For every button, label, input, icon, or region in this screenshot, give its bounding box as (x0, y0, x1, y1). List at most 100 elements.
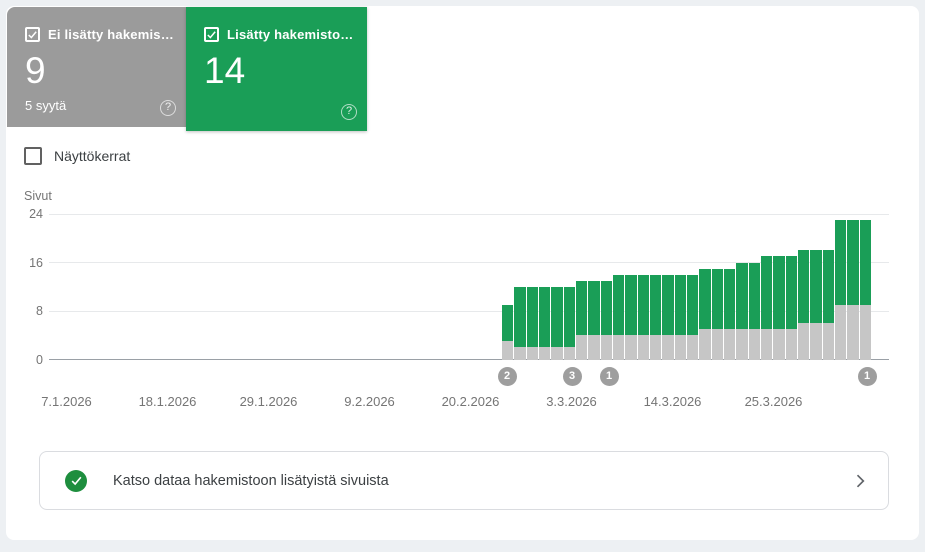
x-axis-line (49, 359, 889, 360)
bar-segment-not-indexed (785, 329, 797, 360)
card-not-indexed[interactable]: Ei lisätty hakemis… 9 5 syytä ? (7, 7, 186, 127)
gridline (49, 213, 889, 215)
bar-segment-not-indexed (748, 329, 760, 360)
bar-segment-not-indexed (847, 304, 859, 360)
y-tick-label: 8 (36, 304, 43, 318)
impressions-toggle-row: Näyttökerrat (24, 147, 130, 165)
card-not-indexed-reasons: 5 syytä (25, 98, 67, 113)
bar-segment-indexed (625, 274, 637, 336)
bar-segment-indexed (563, 286, 575, 348)
card-not-indexed-label: Ei lisätty hakemis… (48, 27, 174, 42)
annotation-badge[interactable]: 2 (497, 366, 517, 386)
bar-segment-indexed (514, 286, 526, 348)
x-tick-label: 25.3.2026 (744, 394, 803, 409)
bar-segment-indexed (649, 274, 662, 336)
bar-segment-not-indexed (711, 329, 723, 360)
chevron-right-icon[interactable] (850, 471, 870, 491)
bar-segment-not-indexed (588, 335, 600, 360)
annotation-badge[interactable]: 1 (599, 366, 619, 386)
y-axis-title: Sivut (24, 189, 52, 203)
bar-segment-indexed (760, 256, 773, 330)
bar-segment-indexed (797, 250, 810, 324)
bar-segment-indexed (686, 274, 699, 336)
bar-segment-indexed (711, 268, 723, 330)
footer-link-text: Katso dataa hakemistoon lisätyistä sivui… (113, 472, 389, 489)
bar-segment-indexed (575, 280, 588, 336)
bar-segment-not-indexed (797, 323, 810, 360)
annotation-badge[interactable]: 3 (562, 366, 582, 386)
bar-segment-indexed (748, 262, 760, 330)
bar-segment-not-indexed (810, 323, 822, 360)
impressions-checkbox[interactable] (24, 147, 42, 165)
bar-segment-not-indexed (662, 335, 674, 360)
bar-segment-indexed (637, 274, 649, 336)
bar-segment-not-indexed (699, 329, 711, 360)
x-tick-label: 18.1.2026 (138, 394, 197, 409)
y-tick-label: 16 (29, 255, 43, 270)
bar-segment-not-indexed (563, 347, 575, 360)
x-tick-label: 3.3.2026 (546, 394, 597, 409)
bar-segment-not-indexed (736, 329, 748, 360)
indexing-chart: Sivut 24 16 8 0 7.1.2026 18.1.2026 29.1.2026 9.… (6, 6, 919, 446)
help-icon[interactable]: ? (341, 104, 357, 120)
bar-segment-indexed (502, 304, 514, 342)
annotation-badge[interactable]: 1 (857, 366, 877, 386)
bar-segment-indexed (859, 220, 871, 305)
bar-segment-indexed (810, 250, 822, 324)
bar-segment-not-indexed (551, 347, 563, 360)
bar-segment-not-indexed (514, 347, 526, 360)
bar-segment-not-indexed (575, 335, 588, 360)
bar-segment-indexed (538, 286, 551, 348)
bar-segment-not-indexed (686, 335, 699, 360)
bar-segment-indexed (723, 268, 736, 330)
bar-segment-indexed (736, 262, 748, 330)
check-circle-icon (65, 469, 87, 492)
help-icon[interactable]: ? (160, 100, 176, 116)
gridline (49, 310, 889, 312)
bar-segment-indexed (588, 280, 600, 336)
not-indexed-checkbox-icon[interactable] (25, 27, 40, 42)
bar-segment-indexed (699, 268, 711, 330)
x-tick-label: 7.1.2026 (41, 394, 92, 409)
card-indexed[interactable]: Lisätty hakemisto… 14 ? (186, 7, 367, 131)
x-tick-label: 9.2.2026 (344, 394, 395, 409)
y-tick-label: 0 (36, 352, 43, 367)
impressions-label: Näyttökerrat (54, 148, 131, 164)
x-tick-label: 14.3.2026 (643, 394, 702, 409)
bar-segment-indexed (822, 250, 834, 324)
bar-segment-indexed (847, 220, 859, 305)
bar-segment-indexed (551, 286, 563, 348)
view-indexed-pages-link[interactable]: Katso dataa hakemistoon lisätyistä sivui… (39, 451, 889, 510)
bar-segment-indexed (662, 274, 674, 336)
y-tick-label: 24 (29, 207, 43, 221)
x-tick-label: 29.1.2026 (239, 394, 298, 409)
search-console-indexing-panel: Ei lisätty hakemis… 9 5 syytä ? Lisätty … (6, 6, 919, 540)
card-not-indexed-value: 9 (25, 50, 46, 91)
bar-segment-not-indexed (649, 335, 662, 360)
bar-segment-not-indexed (859, 304, 871, 360)
bar-segment-indexed (773, 256, 785, 330)
x-tick-label: 20.2.2026 (441, 394, 500, 409)
card-indexed-value: 14 (204, 50, 246, 91)
bar-segment-not-indexed (502, 341, 514, 360)
bar-segment-indexed (834, 220, 847, 305)
bar-segment-not-indexed (637, 335, 649, 360)
bar-segment-not-indexed (538, 347, 551, 360)
bar-segment-not-indexed (674, 335, 686, 360)
bar-segment-not-indexed (834, 304, 847, 360)
bar-segment-indexed (600, 280, 612, 336)
bar-segment-not-indexed (526, 347, 538, 360)
bar-segment-not-indexed (822, 323, 834, 360)
bar-segment-not-indexed (625, 335, 637, 360)
gridline (49, 262, 889, 263)
bar-segment-indexed (785, 256, 797, 330)
bar-segment-indexed (526, 286, 538, 348)
bar-segment-not-indexed (612, 335, 625, 360)
bar-segment-not-indexed (723, 329, 736, 360)
card-indexed-label: Lisätty hakemisto… (227, 27, 354, 42)
bar-segment-indexed (612, 274, 625, 336)
bar-segment-not-indexed (600, 335, 612, 360)
indexed-checkbox-icon[interactable] (204, 27, 219, 42)
bar-segment-not-indexed (760, 329, 773, 360)
bar-segment-not-indexed (773, 329, 785, 360)
